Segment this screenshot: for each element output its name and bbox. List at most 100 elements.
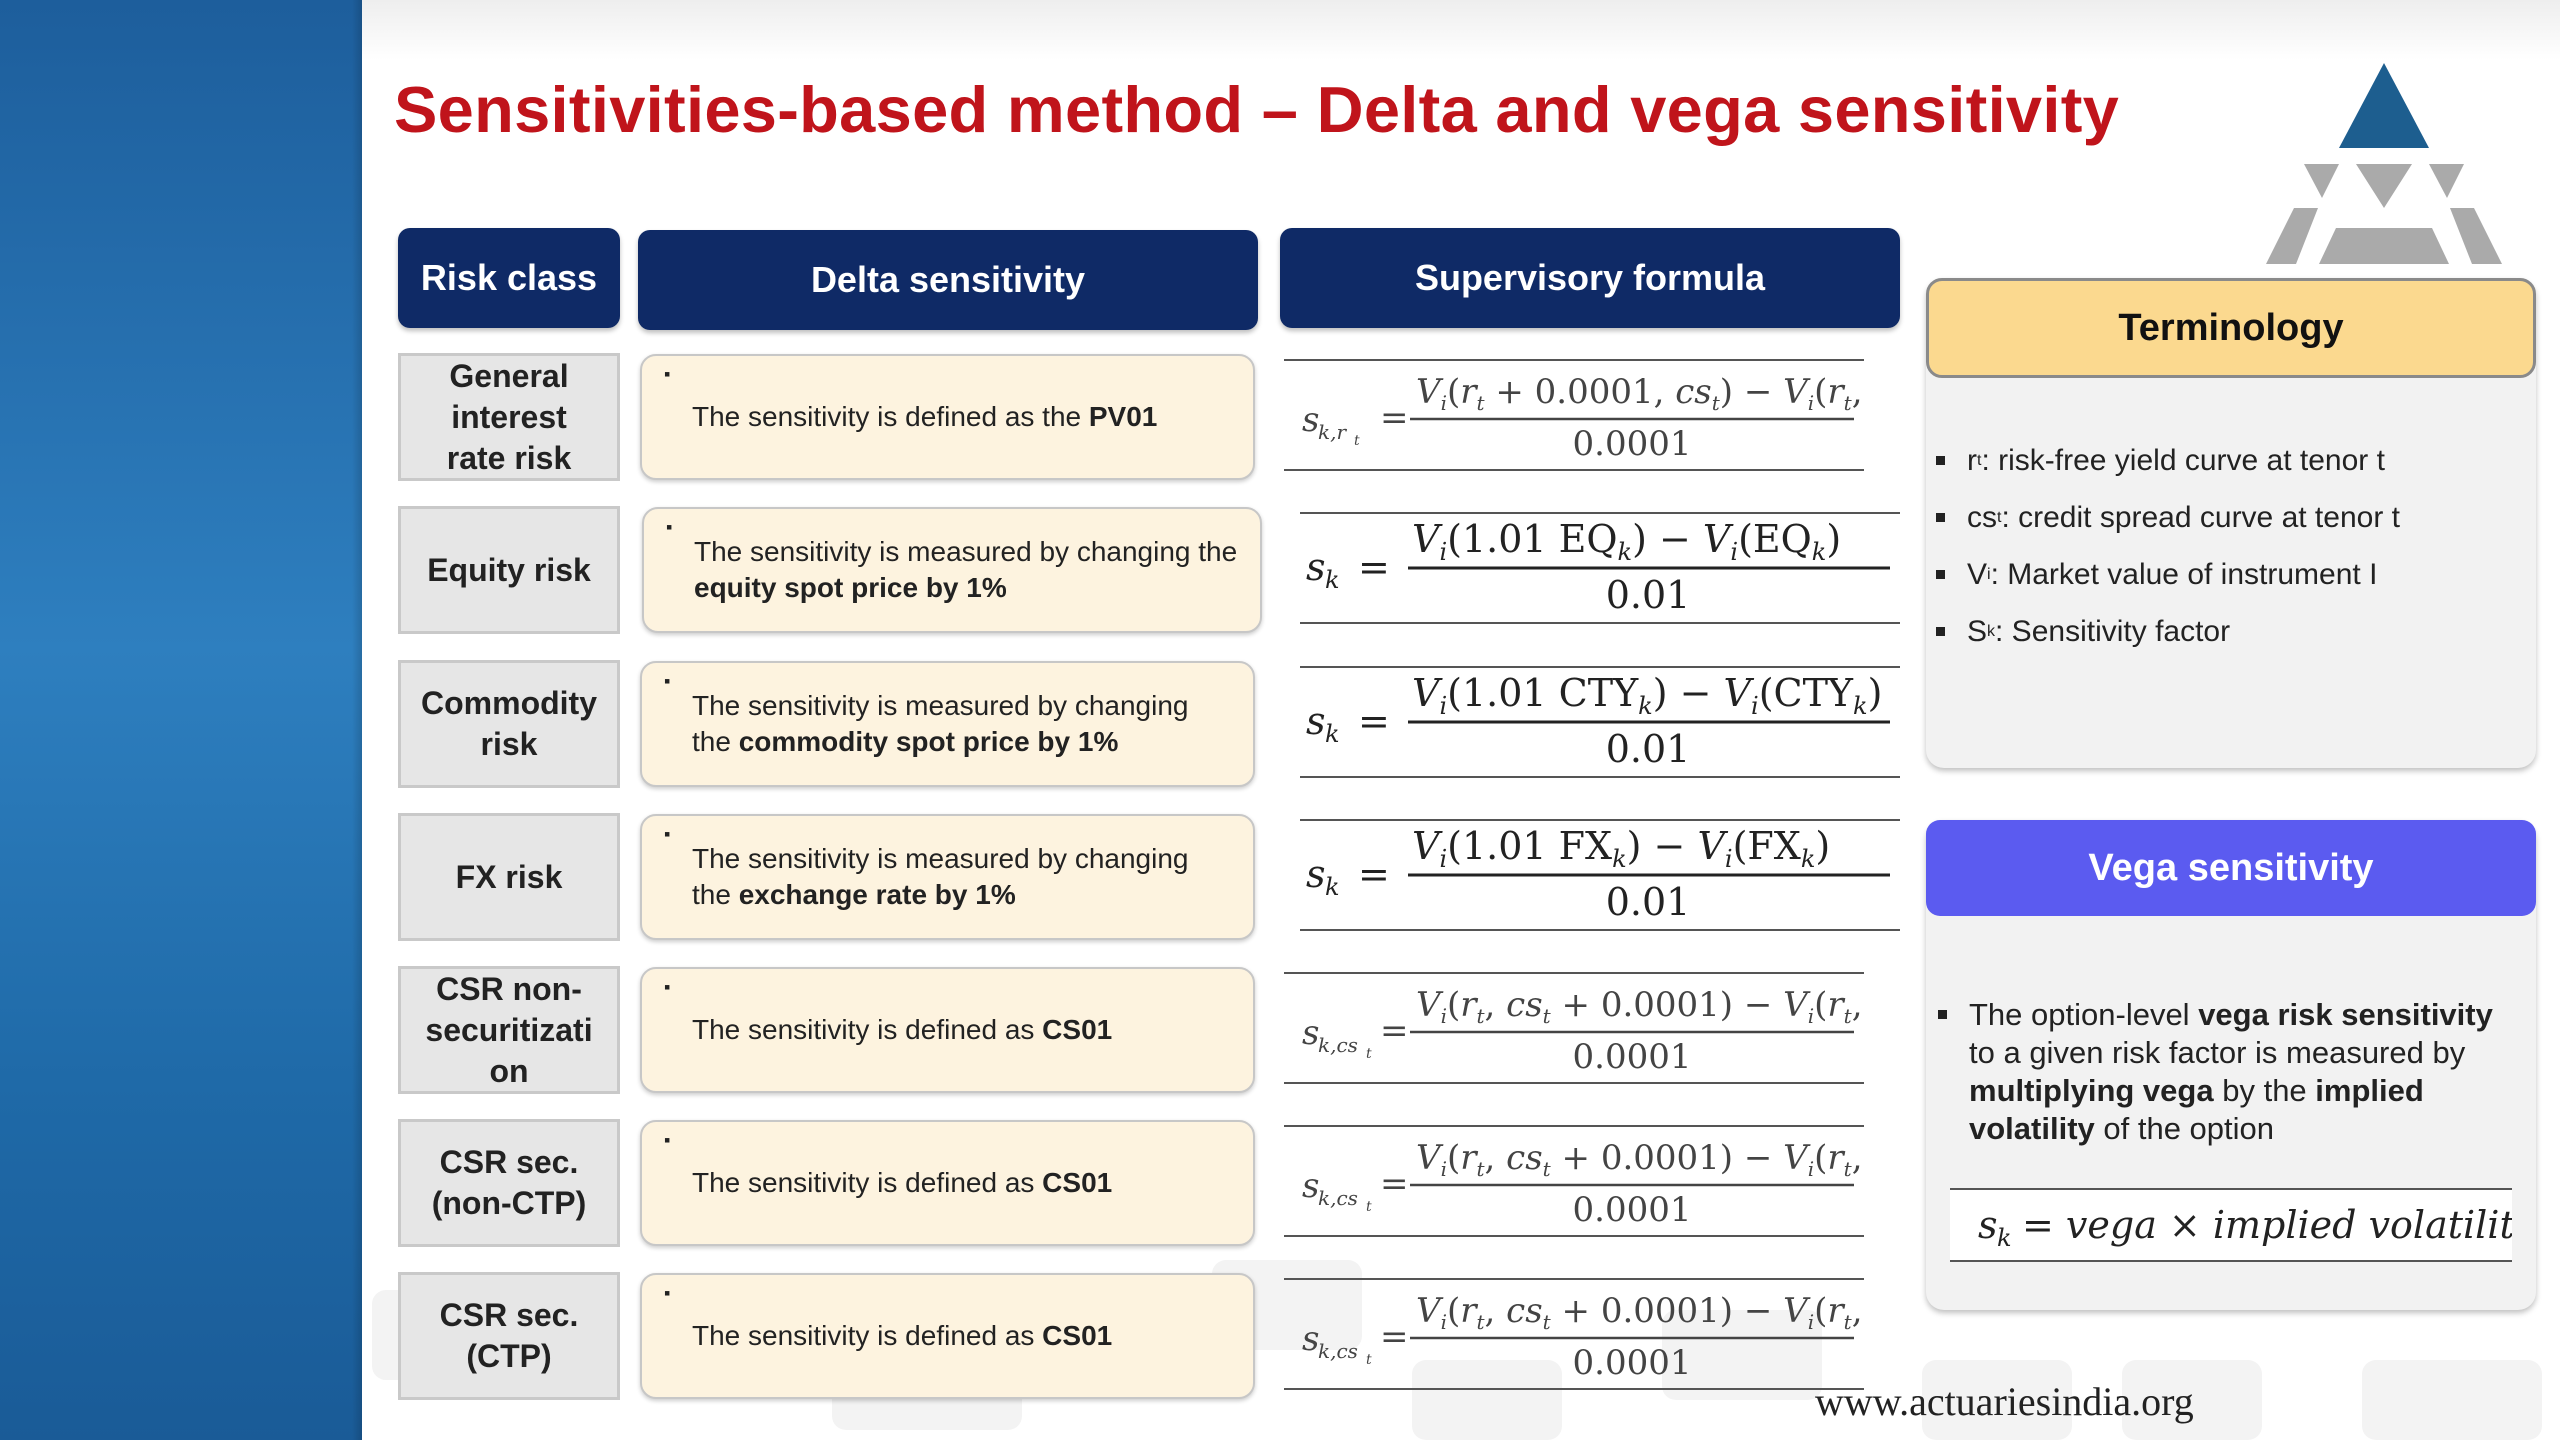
risk-class-cell: Commodity risk bbox=[398, 660, 620, 788]
delta-sensitivity-text: The sensitivity is defined as the PV01 bbox=[692, 401, 1158, 432]
risk-class-line: risk bbox=[480, 726, 538, 762]
vega-formula: s k = vega × implied volatility bbox=[1950, 1188, 2537, 1262]
risk-class-line: FX risk bbox=[455, 858, 563, 895]
risk-class-cell: Equity risk bbox=[398, 506, 620, 634]
bullet-icon: ▪ bbox=[664, 1130, 671, 1150]
svg-text:k,cs: k,cs bbox=[1318, 1186, 1358, 1210]
supervisory-formula-header: Supervisory formula bbox=[1280, 228, 1900, 328]
risk-class-line: interest bbox=[451, 398, 567, 435]
risk-class-line: CSR non- bbox=[436, 970, 582, 1007]
delta-sensitivity-cell: ▪ The sensitivity is defined as CS01 bbox=[640, 1120, 1255, 1246]
delta-sensitivity-cell: ▪ The sensitivity is defined as CS01 bbox=[640, 967, 1255, 1093]
svg-text:t: t bbox=[1366, 1046, 1372, 1062]
supervisory-formula: s k = Vi(1.01 FXk) − Vi(FXk) 0.01 bbox=[1300, 819, 1900, 931]
vega-formula-rhs: = vega × implied volatility bbox=[2022, 1203, 2512, 1247]
bullet-icon: ▪ bbox=[664, 671, 671, 691]
svg-text:Vi(1.01 EQk) − Vi(EQk): Vi(1.01 EQk) − Vi(EQk) bbox=[1412, 517, 1841, 566]
bullet-icon bbox=[1936, 513, 1945, 522]
bullet-icon: ▪ bbox=[664, 1283, 671, 1303]
supervisory-formula: sk,cs t =Vi(rt, cst + 0.0001) − Vi(rt, cst… bbox=[1284, 1125, 1864, 1237]
risk-class-line: rate risk bbox=[446, 439, 572, 476]
svg-text:s: s bbox=[1978, 1203, 1998, 1247]
delta-sensitivity-text: The sensitivity is defined as CS01 bbox=[692, 1167, 1113, 1198]
svg-text:Vi(rt + 0.0001, cst) − Vi(rt,: Vi(rt + 0.0001, cst) − Vi(rt, cst) bbox=[1416, 372, 1864, 415]
actuaries-logo-icon bbox=[2266, 63, 2502, 264]
svg-text:=: = bbox=[1358, 699, 1390, 743]
svg-text:s: s bbox=[1302, 1319, 1319, 1359]
risk-class-line: Equity risk bbox=[427, 551, 591, 588]
risk-class-line: (CTP) bbox=[466, 1338, 552, 1374]
bullet-icon bbox=[1936, 456, 1945, 465]
vega-sensitivity-header: Vega sensitivity bbox=[1926, 820, 2536, 916]
svg-text:=: = bbox=[1380, 1317, 1409, 1357]
supervisory-formula: sk,cs t =Vi(rt, cst + 0.0001) − Vi(rt, cst… bbox=[1284, 1278, 1864, 1390]
svg-text:Vi(rt, cst + 0.0001) − Vi(rt,: Vi(rt, cst + 0.0001) − Vi(rt, cst) bbox=[1416, 985, 1864, 1028]
svg-text:s: s bbox=[1306, 852, 1326, 896]
svg-text:0.01: 0.01 bbox=[1606, 727, 1691, 771]
risk-class-line: General bbox=[449, 357, 569, 394]
bullet-icon bbox=[1938, 1010, 1947, 1019]
svg-text:t: t bbox=[1354, 433, 1360, 449]
risk-class-cell: FX risk bbox=[398, 813, 620, 941]
svg-text:s: s bbox=[1302, 1013, 1319, 1053]
delta-sensitivity-cell: ▪ The sensitivity is measured by changing… bbox=[640, 814, 1255, 940]
delta-sensitivity-cell: ▪ The sensitivity is defined as the PV01 bbox=[640, 354, 1255, 480]
risk-class-cell: General interest rate risk bbox=[398, 353, 620, 481]
bullet-icon bbox=[1936, 570, 1945, 579]
svg-text:=: = bbox=[1358, 545, 1390, 589]
delta-sensitivity-header: Delta sensitivity bbox=[638, 230, 1258, 330]
delta-sensitivity-text: The sensitivity is measured by changing … bbox=[694, 536, 1238, 603]
risk-class-header: Risk class bbox=[398, 228, 620, 328]
svg-text:Vi(1.01 FXk) − Vi(FXk): Vi(1.01 FXk) − Vi(FXk) bbox=[1412, 824, 1830, 873]
delta-sensitivity-text: The sensitivity is defined as CS01 bbox=[692, 1014, 1113, 1045]
delta-sensitivity-text: The sensitivity is defined as CS01 bbox=[692, 1320, 1113, 1351]
risk-class-cell: CSR sec. (CTP) bbox=[398, 1272, 620, 1400]
svg-text:0.0001: 0.0001 bbox=[1573, 424, 1692, 464]
svg-text:Vi(1.01 CTYk) − Vi(CTYk): Vi(1.01 CTYk) − Vi(CTYk) bbox=[1412, 671, 1882, 720]
supervisory-formula: s k = Vi(1.01 CTYk) − Vi(CTYk) 0.01 bbox=[1300, 666, 1900, 778]
risk-class-cell: CSR sec. (non-CTP) bbox=[398, 1119, 620, 1247]
svg-text:s: s bbox=[1302, 400, 1319, 440]
risk-class-line: Commodity bbox=[421, 685, 597, 721]
svg-text:k: k bbox=[1325, 566, 1340, 594]
svg-text:s: s bbox=[1306, 545, 1326, 589]
svg-text:0.01: 0.01 bbox=[1606, 880, 1691, 924]
terminology-header: Terminology bbox=[1926, 278, 2536, 378]
svg-text:=: = bbox=[1380, 1011, 1409, 1051]
slide-title: Sensitivities-based method – Delta and v… bbox=[394, 73, 2120, 146]
svg-text:Vi(rt, cst + 0.0001) − Vi(rt,: Vi(rt, cst + 0.0001) − Vi(rt, cst) bbox=[1416, 1138, 1864, 1181]
risk-class-line: CSR sec. bbox=[439, 1144, 579, 1180]
svg-text:k: k bbox=[1997, 1224, 2012, 1252]
svg-text:t: t bbox=[1366, 1199, 1372, 1215]
svg-text:k,cs: k,cs bbox=[1318, 1339, 1358, 1363]
svg-text:s: s bbox=[1302, 1166, 1319, 1206]
vega-description: The option-level vega risk sensitivity t… bbox=[1938, 996, 2518, 1148]
website-url: www.actuariesindia.org bbox=[1815, 1379, 2194, 1424]
supervisory-formula: sk,cs t =Vi(rt, cst + 0.0001) − Vi(rt, cst… bbox=[1284, 972, 1864, 1084]
svg-text:t: t bbox=[1366, 1352, 1372, 1368]
bullet-icon bbox=[1936, 627, 1945, 636]
risk-class-line: (non-CTP) bbox=[431, 1185, 587, 1221]
svg-text:0.0001: 0.0001 bbox=[1573, 1037, 1692, 1077]
svg-text:k: k bbox=[1325, 720, 1340, 748]
svg-text:k,r: k,r bbox=[1318, 420, 1347, 444]
supervisory-formula: s k = Vi(1.01 EQk) − Vi(EQk) 0.01 bbox=[1300, 512, 1900, 624]
top-shadow bbox=[362, 0, 2560, 60]
svg-text:=: = bbox=[1358, 852, 1390, 896]
svg-text:k,cs: k,cs bbox=[1318, 1033, 1358, 1057]
risk-class-cell: CSR non-securitizati on bbox=[398, 966, 620, 1094]
svg-text:=: = bbox=[1380, 398, 1409, 438]
terminology-item: cs t: credit spread curve at tenor t bbox=[1936, 489, 2400, 546]
delta-sensitivity-cell: ▪ The sensitivity is measured by changing… bbox=[640, 661, 1255, 787]
svg-text:0.0001: 0.0001 bbox=[1573, 1343, 1692, 1383]
svg-text:s: s bbox=[1306, 699, 1326, 743]
supervisory-formula: sk,r t =Vi(rt + 0.0001, cst) − Vi(rt, cst)… bbox=[1284, 359, 1864, 471]
left-decorative-band bbox=[0, 0, 362, 1440]
svg-text:0.01: 0.01 bbox=[1606, 573, 1691, 617]
svg-text:=: = bbox=[1380, 1164, 1409, 1204]
